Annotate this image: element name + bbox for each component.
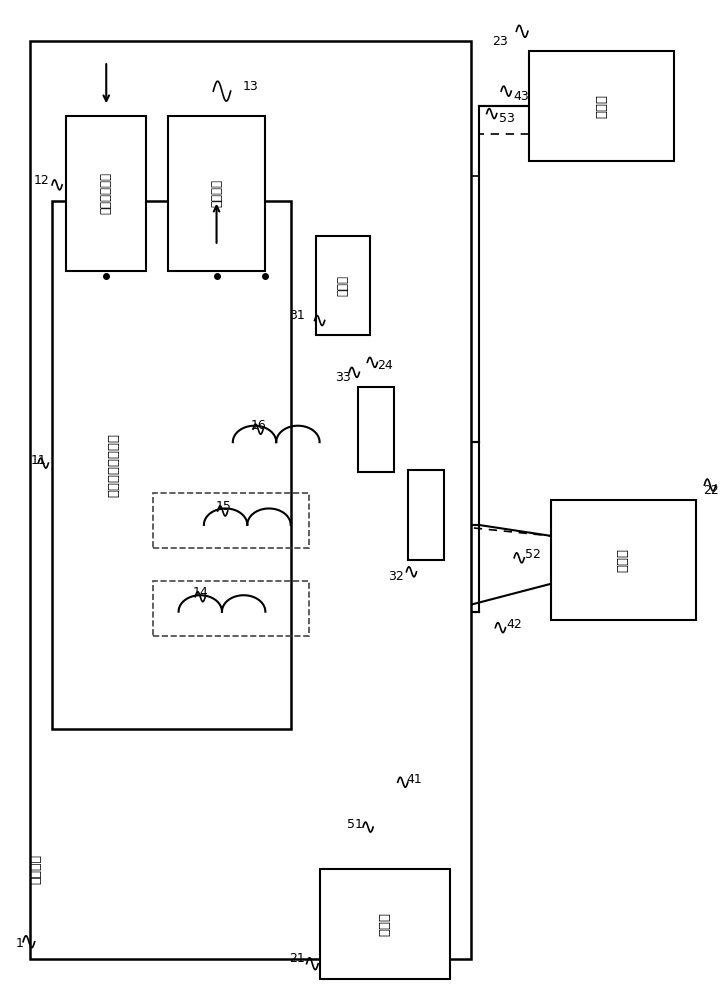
Bar <box>358 387 394 472</box>
Text: 21: 21 <box>290 952 305 965</box>
Text: 14: 14 <box>193 586 209 599</box>
Text: 馈电线路切换单元: 馈电线路切换单元 <box>107 433 120 497</box>
Text: 32: 32 <box>388 570 404 583</box>
Text: 1: 1 <box>15 937 23 950</box>
Text: 15: 15 <box>216 500 232 513</box>
Bar <box>153 493 309 548</box>
Text: 41: 41 <box>407 773 422 786</box>
Text: 可变电阻单元: 可变电阻单元 <box>99 172 113 214</box>
Bar <box>551 500 696 620</box>
Text: 53: 53 <box>499 112 515 125</box>
Text: 43: 43 <box>513 90 529 103</box>
Bar <box>168 116 266 271</box>
Text: 13: 13 <box>243 80 258 93</box>
Text: 中继器: 中继器 <box>337 275 350 296</box>
Text: 24: 24 <box>378 359 393 372</box>
Bar <box>319 869 450 979</box>
Bar <box>408 470 444 560</box>
Text: 12: 12 <box>34 174 50 187</box>
Text: 终端站: 终端站 <box>378 912 391 936</box>
Text: 31: 31 <box>290 309 305 322</box>
Bar <box>30 41 471 959</box>
Text: 终端站: 终端站 <box>595 94 608 118</box>
Bar <box>153 581 309 636</box>
Text: 22: 22 <box>703 484 719 497</box>
Bar <box>316 236 370 335</box>
Text: 终端站: 终端站 <box>617 548 630 572</box>
Bar <box>529 51 674 161</box>
Text: 分支设备: 分支设备 <box>30 854 43 884</box>
Text: 控制单元: 控制单元 <box>210 179 223 207</box>
Text: 42: 42 <box>506 618 522 631</box>
Bar <box>67 116 146 271</box>
Text: 52: 52 <box>525 548 541 561</box>
Text: 33: 33 <box>335 371 351 384</box>
Text: 16: 16 <box>251 419 266 432</box>
Text: 11: 11 <box>30 454 46 467</box>
Text: 51: 51 <box>347 818 363 831</box>
Bar <box>52 201 290 729</box>
Text: 23: 23 <box>492 35 507 48</box>
